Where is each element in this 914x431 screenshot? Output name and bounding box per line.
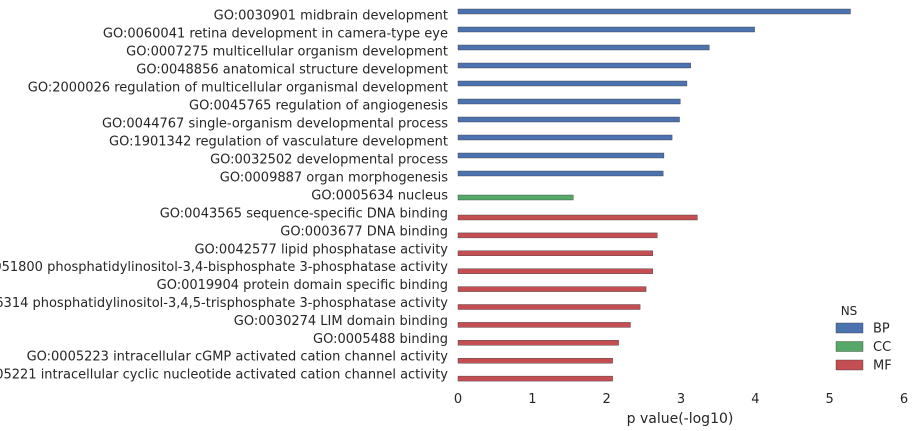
legend-swatch-mf (835, 359, 864, 371)
x-tick-label: 3 (677, 392, 685, 407)
y-tick-label: GO:0016314 phosphatidylinositol-3,4,5-tr… (0, 296, 448, 311)
y-tick-label: GO:0030901 midbrain development (214, 9, 448, 24)
y-tick-label: GO:0005488 binding (313, 332, 448, 347)
bar-bp (457, 80, 688, 87)
bar-bp (457, 116, 680, 123)
y-tick-label: GO:2000026 regulation of multicellular o… (28, 81, 448, 96)
y-tick-label: GO:0007275 multicellular organism develo… (126, 45, 448, 60)
bar-mf (457, 268, 653, 274)
bar-mf (457, 358, 613, 364)
y-tick-labels: GO:0030901 midbrain development GO:006004… (0, 9, 448, 383)
bar-mf (457, 340, 619, 346)
bar-bp (457, 44, 710, 51)
y-tick-label: GO:0045765 regulation of angiogenesis (189, 99, 448, 114)
bar-bp (457, 62, 691, 69)
x-tick-label: 4 (751, 392, 759, 407)
x-tick-label: 1 (528, 392, 536, 407)
y-tick-label: GO:0060041 retina development in camera-… (103, 27, 448, 42)
bar-bp (457, 152, 665, 159)
legend-label-mf: MF (873, 359, 892, 374)
legend: NS BP CC MF (835, 304, 892, 374)
x-tick-label: 5 (826, 392, 834, 407)
bar-cc (457, 194, 574, 201)
bar-bp (457, 26, 755, 33)
bar-bp (457, 134, 673, 141)
bar-mf (457, 214, 698, 221)
x-axis-label: p value(-log10) (627, 411, 734, 427)
x-tick-label: 2 (603, 392, 611, 407)
bar-mf (457, 375, 613, 382)
bar-bp (457, 170, 664, 177)
bar-mf (457, 322, 631, 328)
y-tick-label: GO:0042577 lipid phosphatase activity (194, 242, 448, 257)
legend-label-bp: BP (873, 322, 890, 337)
x-tick-label: 6 (900, 392, 908, 407)
y-tick-label: GO:0003677 DNA binding (280, 224, 448, 239)
legend-label-cc: CC (873, 340, 891, 355)
y-tick-label: GO:0005221 intracellular cyclic nucleoti… (0, 368, 448, 383)
y-tick-label: GO:0030274 LIM domain binding (234, 314, 448, 329)
bars-layer (457, 8, 851, 382)
bar-mf (457, 304, 641, 310)
y-tick-label: GO:0051800 phosphatidylinositol-3,4-bisp… (0, 260, 448, 275)
bar-mf (457, 286, 647, 292)
y-tick-label: GO:0019904 protein domain specific bindi… (157, 278, 448, 293)
bar-bp (457, 8, 851, 15)
bar-mf (457, 232, 658, 239)
bar-bp (457, 98, 681, 105)
legend-swatch-bp (835, 322, 864, 334)
x-tick-labels: 0 1 2 3 4 5 6 (454, 392, 908, 407)
y-tick-label: GO:0043565 sequence-specific DNA binding (160, 207, 448, 222)
y-tick-label: GO:0048856 anatomical structure developm… (136, 63, 448, 78)
bar-mf (457, 250, 653, 257)
y-tick-label: GO:1901342 regulation of vasculature dev… (109, 135, 448, 150)
x-tick-label: 0 (454, 392, 462, 407)
legend-swatch-cc (835, 341, 864, 352)
y-tick-label: GO:0005634 nucleus (311, 189, 448, 204)
y-tick-label: GO:0005223 intracellular cGMP activated … (27, 350, 449, 365)
y-tick-label: GO:0009887 organ morphogenesis (220, 171, 448, 186)
y-tick-label: GO:0044767 single-organism developmental… (102, 117, 448, 132)
legend-title: NS (841, 304, 858, 318)
y-tick-label: GO:0032502 developmental process (210, 153, 448, 168)
